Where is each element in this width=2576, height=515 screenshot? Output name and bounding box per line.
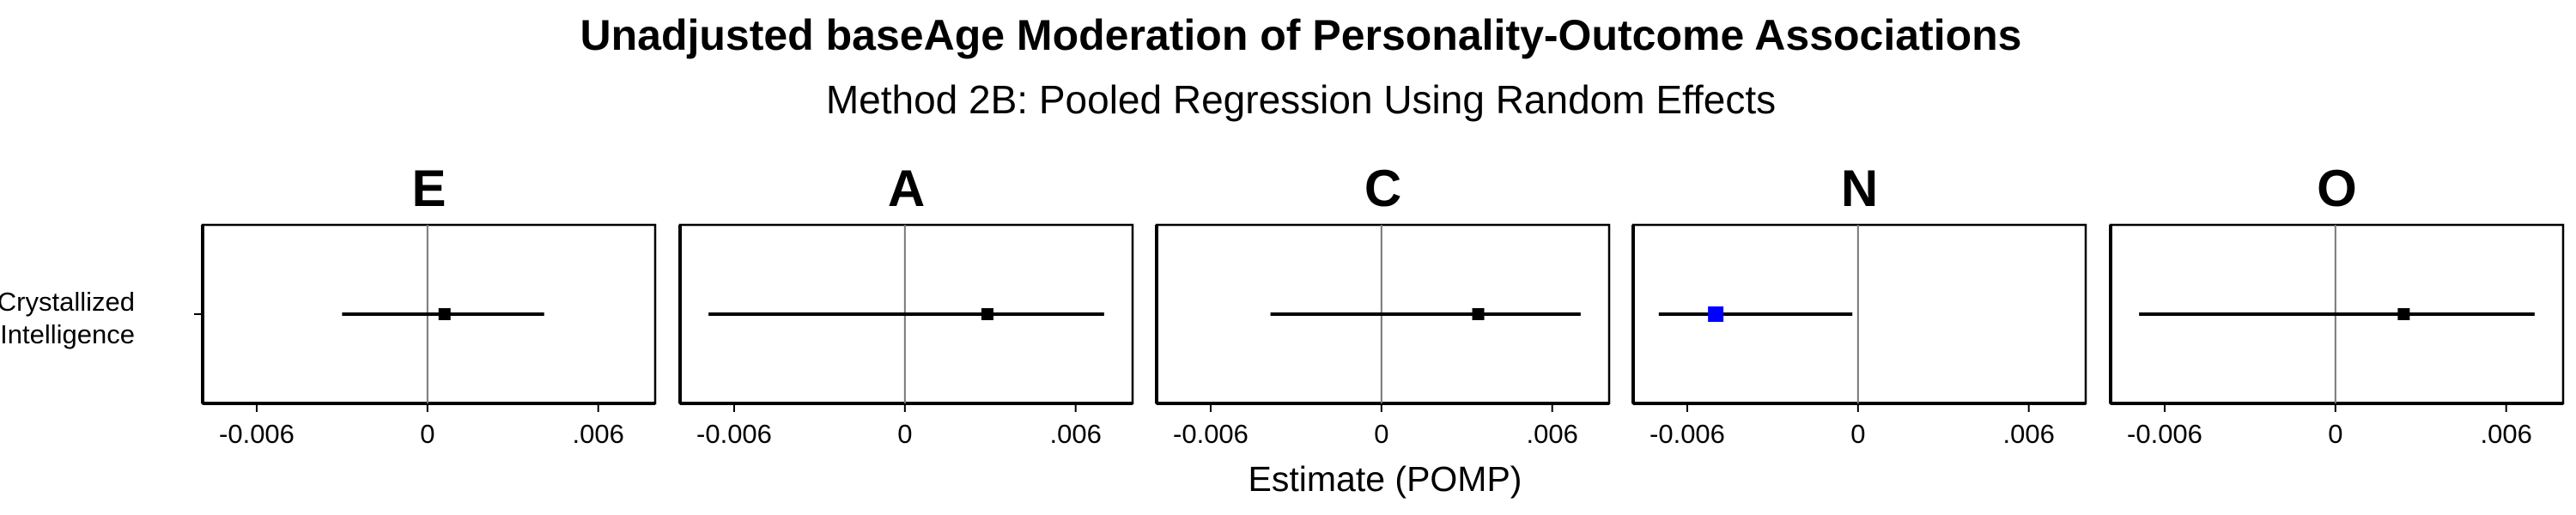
x-tick-label: .006 xyxy=(1527,419,1578,449)
x-axis-label: Estimate (POMP) xyxy=(1249,459,1522,499)
x-tick-label: -0.006 xyxy=(2127,419,2202,449)
point-estimate xyxy=(981,308,993,320)
x-tick-label: -0.006 xyxy=(219,419,295,449)
x-tick-label: 0 xyxy=(1374,419,1388,449)
point-estimate xyxy=(1472,308,1485,320)
x-tick-label: -0.006 xyxy=(696,419,772,449)
panel-a: A -0.006 0 .006 xyxy=(678,160,1134,449)
x-tick-label: 0 xyxy=(2328,419,2342,449)
point-estimate xyxy=(2397,308,2410,320)
panel-e: E -0.006 0 .006 xyxy=(194,160,657,449)
x-tick-label: .006 xyxy=(2003,419,2055,449)
x-tick-label: 0 xyxy=(1850,419,1865,449)
x-tick-label: -0.006 xyxy=(1173,419,1249,449)
chart-title: Unadjusted baseAge Moderation of Persona… xyxy=(580,11,2021,59)
panel-c: C -0.006 0 .006 xyxy=(1155,160,1611,449)
point-estimate xyxy=(438,308,451,320)
facet-label: C xyxy=(1364,160,1401,217)
x-tick-label: 0 xyxy=(897,419,912,449)
x-tick-label: -0.006 xyxy=(1649,419,1725,449)
facet-label: O xyxy=(2317,160,2357,217)
x-tick-label: 0 xyxy=(420,419,434,449)
x-tick-label: .006 xyxy=(2481,419,2532,449)
x-tick-label: .006 xyxy=(573,419,624,449)
panels: E -0.006 0 .006 A -0.006 0 .006 C -0.006 0 .006 N -0.… xyxy=(194,160,2565,449)
panel-n: N -0.006 0 .006 xyxy=(1631,160,2087,449)
facet-label: A xyxy=(888,160,925,217)
point-estimate xyxy=(1708,306,1724,322)
row-label-line-1: Crystallized xyxy=(0,287,135,317)
panel-o: O -0.006 0 .006 xyxy=(2109,160,2565,449)
facet-label: N xyxy=(1841,160,1878,217)
facet-label: E xyxy=(411,160,446,217)
row-label-line-2: Intelligence xyxy=(0,319,135,349)
x-tick-label: .006 xyxy=(1050,419,1102,449)
chart-subtitle: Method 2B: Pooled Regression Using Rando… xyxy=(826,77,1776,122)
